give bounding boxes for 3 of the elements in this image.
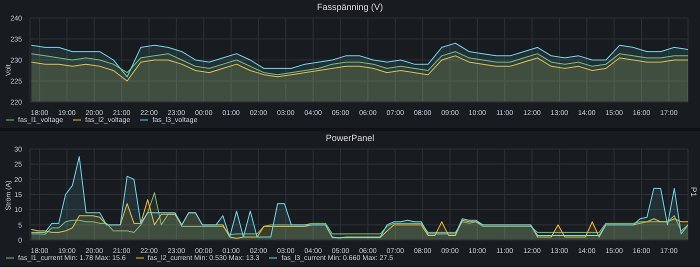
chart-title: Fasspänning (V)	[316, 1, 384, 14]
chart-title: PowerPanel	[324, 132, 376, 145]
y2-axis-title: P1	[689, 186, 698, 196]
